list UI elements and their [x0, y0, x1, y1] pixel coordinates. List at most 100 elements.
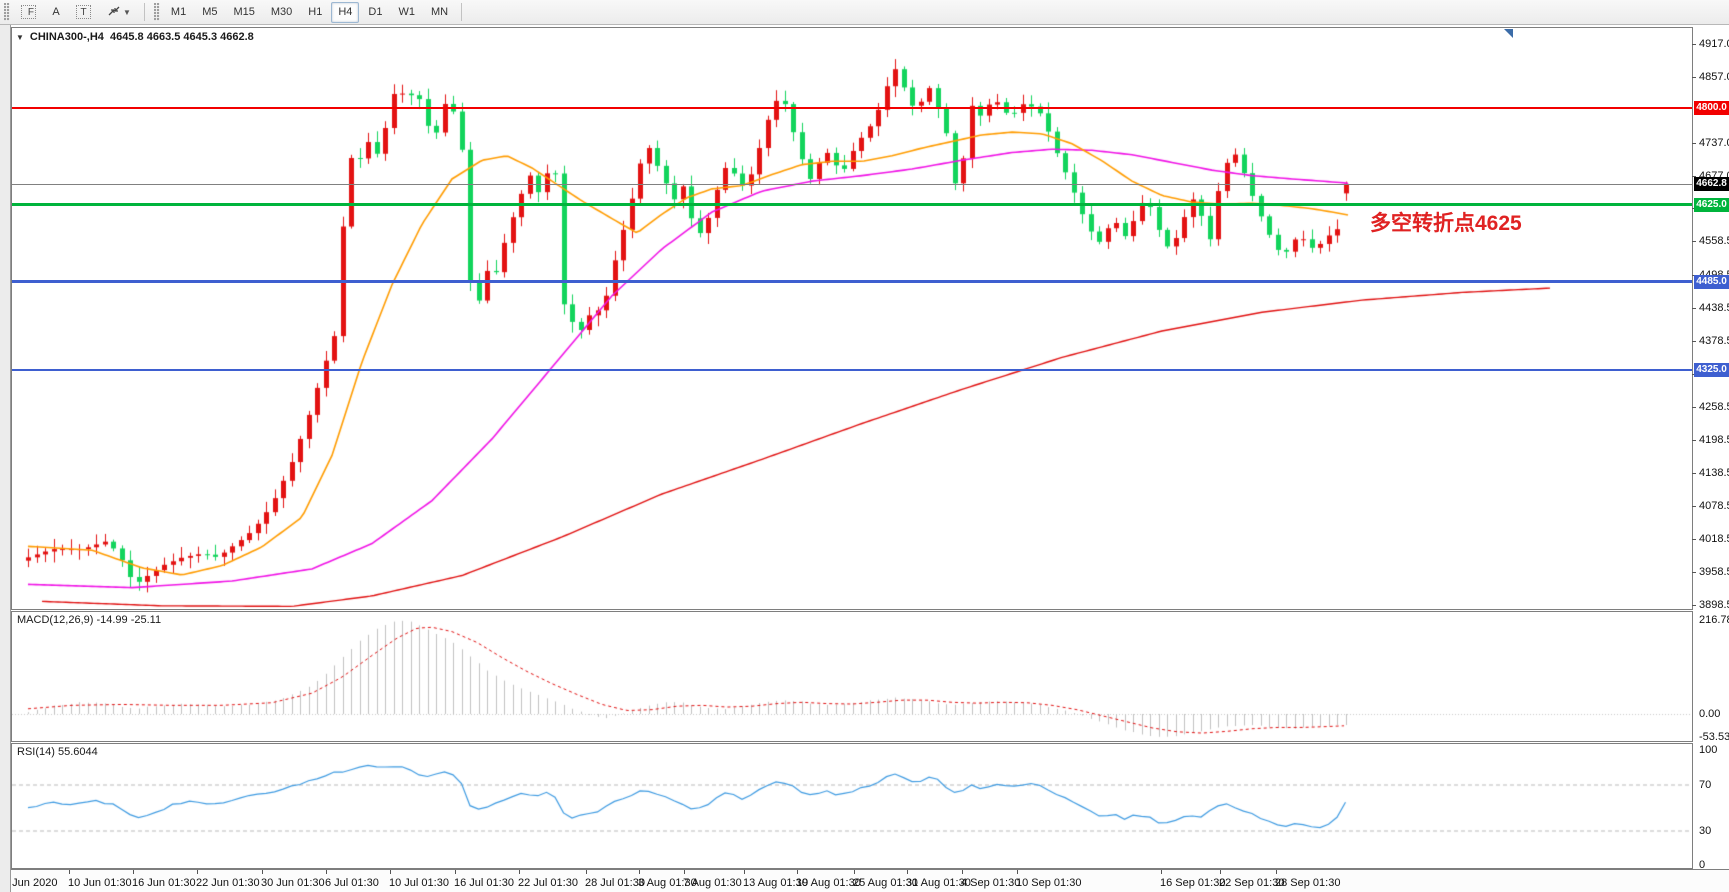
toolbar-drag-handle[interactable]	[153, 3, 160, 21]
rsi-tick-label: 70	[1699, 778, 1712, 791]
chart-collapse-arrow[interactable]: ▼	[16, 33, 24, 42]
date-tick-mark	[197, 870, 198, 874]
price-tick-label: 4078.5	[1699, 499, 1729, 512]
candlestick-canvas[interactable]	[12, 28, 1692, 609]
timeframe-group: M1 M5 M15 M30 H1 H4 D1 W1 MN	[163, 1, 456, 23]
date-tick-mark	[1017, 870, 1018, 874]
price-tick-label: 4258.5	[1699, 400, 1729, 413]
date-tick-label: 7 Aug 01:30	[683, 877, 742, 889]
price-badge-4800.0: 4800.0	[1694, 101, 1729, 116]
date-tick-mark	[326, 870, 327, 874]
rsi-tick-label: 30	[1699, 824, 1712, 837]
date-tick-label: 4 Jun 2020	[3, 877, 58, 889]
toolbar: F A T ▼ M1 M5 M15 M30 H1 H4 D1 W1 MN	[0, 0, 1729, 25]
price-badge-4485.0: 4485.0	[1694, 274, 1729, 289]
date-tick-mark	[1276, 870, 1277, 874]
date-tick-mark	[455, 870, 456, 874]
date-tick-label: 25 Aug 01:30	[853, 877, 918, 889]
text-tool-button[interactable]: T	[69, 2, 98, 23]
date-tick-label: 28 Jul 01:30	[585, 877, 645, 889]
price-badge-4662.8: 4662.8	[1694, 177, 1729, 192]
macd-tick-label: 216.78	[1699, 614, 1729, 626]
chart-annotation-text[interactable]: 多空转折点4625	[1370, 212, 1522, 235]
date-tick-label: 10 Jul 01:30	[389, 877, 449, 889]
timeframe-button-h4[interactable]: H4	[331, 1, 360, 23]
symbol-quote-line: ▼ CHINA300-,H4 4645.8 4663.5 4645.3 4662.…	[16, 31, 254, 43]
price-tick-mark	[1692, 77, 1696, 79]
price-tick-mark	[1692, 605, 1696, 606]
date-tick-label: 28 Sep 01:30	[1275, 877, 1341, 889]
date-tick-label: 16 Sep 01:30	[1160, 877, 1226, 889]
timeframe-button-mn[interactable]: MN	[430, 6, 449, 18]
date-tick-label: 22 Sep 01:30	[1219, 877, 1285, 889]
date-tick-mark	[639, 870, 640, 874]
date-tick-mark	[262, 870, 263, 874]
level-line-4800.0[interactable]	[12, 107, 1692, 110]
rsi-canvas[interactable]	[12, 744, 1692, 868]
date-tick-mark	[907, 870, 908, 874]
date-tick-mark	[744, 870, 745, 874]
symbol-title: CHINA300-,H4	[29, 31, 104, 43]
rsi-panel[interactable]	[11, 743, 1693, 869]
level-line-4625.0[interactable]	[12, 203, 1692, 207]
timeframe-button-m15[interactable]: M15	[233, 6, 255, 18]
price-tick-label: 4378.5	[1699, 334, 1729, 347]
price-tick-label: 4857.0	[1699, 71, 1729, 84]
template-grid-button[interactable]: F	[14, 2, 43, 23]
price-tick-label: 4438.5	[1699, 301, 1729, 314]
date-tick-label: 4 Sep 01:30	[961, 877, 1021, 889]
timeframe-button-d1[interactable]: D1	[368, 6, 383, 18]
price-tick-mark	[1692, 538, 1696, 540]
macd-tick-label: -53.53	[1699, 731, 1729, 744]
date-axis[interactable]: 4 Jun 2020 10 Jun 01:30 16 Jun 01:30 22 Jun…	[0, 869, 1729, 892]
toolbar-drag-handle[interactable]	[4, 3, 10, 21]
price-tick-mark	[1692, 340, 1696, 342]
price-badge-4625.0: 4625.0	[1694, 197, 1729, 212]
date-tick-mark	[519, 870, 520, 874]
timeframe-button-m1[interactable]: M1	[170, 6, 187, 18]
date-tick-mark	[69, 870, 70, 874]
price-tick-mark	[1692, 307, 1696, 309]
date-tick-label: 6 Jul 01:30	[325, 877, 379, 889]
window-left-edge	[0, 25, 11, 892]
price-tick-mark	[1692, 241, 1696, 243]
timeframe-button-m5[interactable]: M5	[202, 6, 218, 18]
price-tick-label: 4018.5	[1699, 532, 1729, 545]
timeframe-button-w1[interactable]: W1	[398, 6, 415, 18]
level-line-4485.0[interactable]	[12, 280, 1692, 284]
date-tick-label: 10 Jun 01:30	[68, 877, 132, 889]
date-tick-label: 30 Jun 01:30	[261, 877, 325, 889]
timeframe-button-m30[interactable]: M30	[270, 6, 293, 18]
price-tick-mark	[1692, 44, 1696, 45]
price-tick-label: 4558.5	[1699, 235, 1729, 248]
date-tick-mark	[854, 870, 855, 874]
date-tick-label: 16 Jun 01:30	[132, 877, 196, 889]
arrows-icon	[107, 5, 121, 20]
date-tick-mark	[684, 870, 685, 874]
price-chart-panel[interactable]	[11, 27, 1693, 610]
text-label-button[interactable]: A	[52, 6, 60, 18]
price-tick-mark	[1692, 143, 1696, 145]
price-tick-label: 4138.5	[1699, 466, 1729, 479]
date-tick-mark	[133, 870, 134, 874]
date-tick-label: 31 Aug 01:30	[906, 877, 971, 889]
chart-shift-marker-icon[interactable]	[1504, 29, 1513, 38]
chevron-down-icon: ▼	[123, 7, 131, 17]
macd-canvas[interactable]	[12, 612, 1692, 741]
date-tick-mark	[390, 870, 391, 874]
macd-panel[interactable]	[11, 611, 1693, 742]
level-line-4662.8[interactable]	[12, 183, 1692, 185]
timeframe-button-h1[interactable]: H1	[308, 6, 323, 18]
price-tick-mark	[1692, 439, 1696, 441]
price-tick-label: 4198.5	[1699, 433, 1729, 446]
price-tick-mark	[1692, 472, 1696, 474]
toolbar-separator	[143, 3, 145, 21]
date-tick-label: 16 Jul 01:30	[454, 877, 514, 889]
level-line-4325.0[interactable]	[12, 369, 1692, 372]
date-tick-label: 13 Aug 01:30	[743, 877, 808, 889]
arrow-objects-button[interactable]: ▼	[100, 2, 138, 23]
date-tick-mark	[962, 870, 963, 874]
rsi-tick-label: 0	[1699, 859, 1706, 871]
toolbar-separator	[461, 3, 463, 21]
rsi-tick-label: 100	[1699, 744, 1718, 756]
